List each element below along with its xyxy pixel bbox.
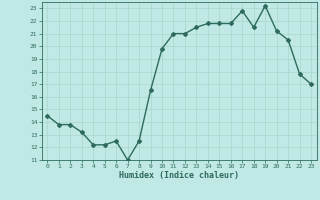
X-axis label: Humidex (Indice chaleur): Humidex (Indice chaleur) xyxy=(119,171,239,180)
